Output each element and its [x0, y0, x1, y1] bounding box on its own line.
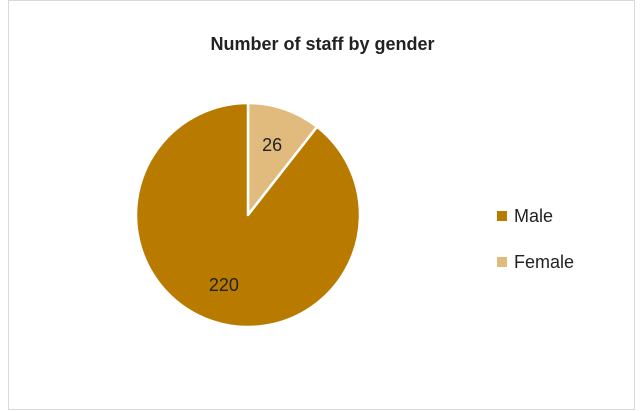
legend-swatch-male	[497, 211, 507, 221]
pie-slice-male	[134, 101, 362, 329]
pie-slices	[134, 101, 362, 329]
legend-item-female: Female	[497, 250, 574, 274]
pie-slice-female	[246, 101, 319, 217]
legend-item-male: Male	[497, 204, 574, 228]
legend-swatch-female	[497, 257, 507, 267]
data-label-female: 26	[262, 135, 282, 155]
pie-labels: 26 220	[209, 135, 282, 295]
legend: Male Female	[497, 204, 574, 274]
legend-label-male: Male	[514, 205, 554, 226]
legend-label-female: Female	[514, 251, 575, 272]
chart-frame: Number of staff by gender 26 220 Male Fem…	[8, 0, 635, 410]
chart-title: Number of staff by gender	[210, 34, 435, 54]
pie-chart: 26 220	[134, 101, 362, 329]
data-label-male: 220	[209, 275, 239, 295]
